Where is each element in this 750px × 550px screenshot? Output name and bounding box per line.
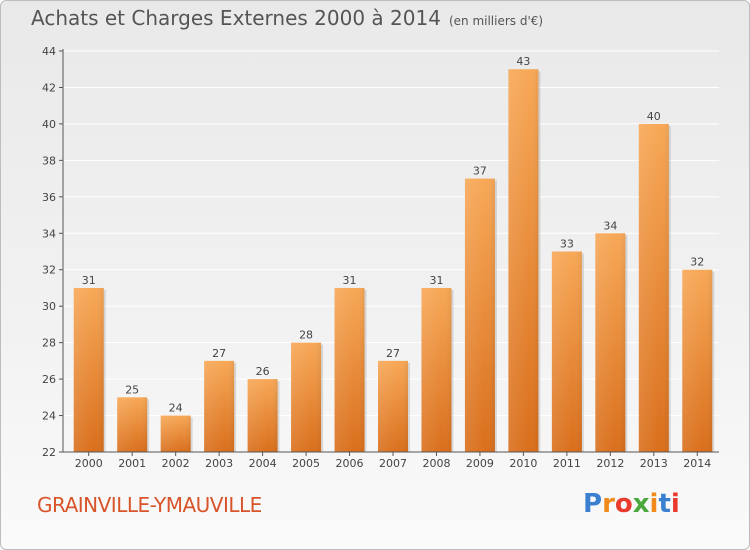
bar-highlight	[682, 269, 713, 452]
bars: 31 25 24 27 26 28 31 27 31 37 43 33 34 40 32	[73, 55, 715, 453]
chart-title-block: Achats et Charges Externes 2000 à 2014 (e…	[31, 6, 543, 30]
data-label: 31	[429, 274, 443, 287]
y-tick-label: 34	[42, 227, 56, 240]
x-tick-label: 2013	[640, 457, 668, 470]
data-label: 28	[299, 329, 313, 342]
commune-name: GRAINVILLE-YMAUVILLE	[37, 493, 262, 517]
bar-highlight	[464, 178, 495, 452]
y-tick-label: 30	[42, 300, 56, 313]
x-tick-label: 2011	[553, 457, 581, 470]
proxiti-logo: Proxiti	[583, 489, 680, 519]
data-label: 25	[125, 383, 139, 396]
y-tick-label: 44	[42, 45, 56, 58]
x-tick-label: 2003	[205, 457, 233, 470]
x-tick-label: 2001	[118, 457, 146, 470]
data-label: 27	[386, 347, 400, 360]
x-tick-label: 2008	[422, 457, 450, 470]
bar-highlight	[73, 287, 104, 452]
x-tick-label: 2010	[509, 457, 537, 470]
chart-title: Achats et Charges Externes 2000 à 2014	[31, 6, 441, 30]
y-tick-label: 24	[42, 410, 56, 423]
data-label: 37	[473, 165, 487, 178]
x-tick-label: 2014	[683, 457, 711, 470]
x-tick-label: 2000	[75, 457, 103, 470]
bar-highlight	[595, 233, 626, 452]
bar-highlight	[247, 379, 278, 452]
y-tick-label: 22	[42, 446, 56, 459]
bar-highlight	[378, 360, 408, 452]
y-tick-label: 32	[42, 264, 56, 277]
y-tick-label: 28	[42, 337, 56, 350]
bar-highlight	[160, 415, 191, 452]
y-tick-label: 26	[42, 373, 56, 386]
y-tick-label: 40	[42, 118, 56, 131]
x-tick-label: 2006	[336, 457, 364, 470]
data-label: 32	[690, 256, 704, 269]
data-label: 31	[343, 274, 357, 287]
data-label: 24	[169, 402, 183, 415]
data-label: 34	[603, 219, 617, 232]
y-tick-label: 38	[42, 154, 56, 167]
y-tick-label: 42	[42, 81, 56, 94]
x-tick-label: 2012	[596, 457, 624, 470]
data-label: 27	[212, 347, 226, 360]
bar-highlight	[421, 287, 452, 452]
data-label: 31	[82, 274, 96, 287]
y-tick-label: 36	[42, 191, 56, 204]
bar-highlight	[508, 69, 539, 453]
axes: 22 24 26 28 30 32 34 36 38 40 42 44 2000 2001 2002 2003…	[42, 45, 719, 470]
bar-highlight	[638, 123, 669, 452]
bar-highlight	[291, 342, 322, 452]
x-tick-label: 2009	[466, 457, 494, 470]
x-tick-label: 2005	[292, 457, 320, 470]
data-label: 40	[647, 110, 661, 123]
data-label: 43	[516, 55, 530, 68]
bar-highlight	[204, 360, 235, 452]
bar-highlight	[117, 397, 148, 452]
chart-unit: (en milliers d'€)	[448, 14, 544, 28]
bar-highlight	[334, 287, 365, 452]
data-label: 26	[256, 365, 270, 378]
bar-highlight	[551, 251, 582, 452]
x-tick-label: 2007	[379, 457, 407, 470]
x-tick-label: 2004	[249, 457, 277, 470]
data-label: 33	[560, 238, 574, 251]
x-tick-label: 2002	[162, 457, 190, 470]
